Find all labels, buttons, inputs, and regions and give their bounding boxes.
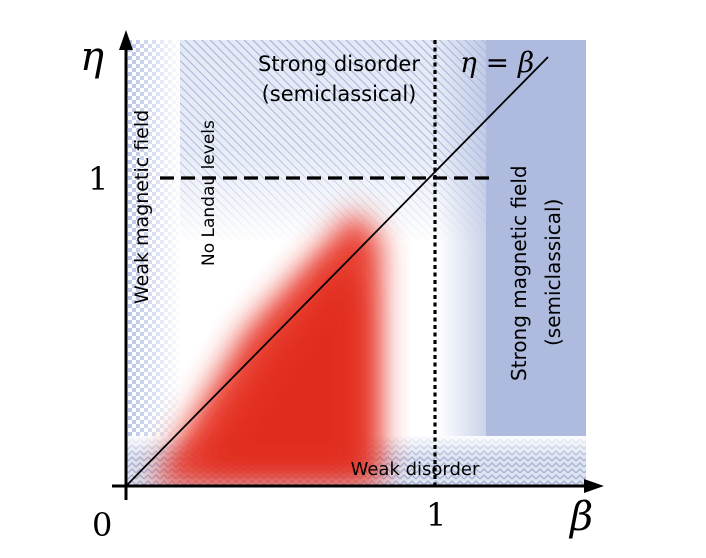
x-tick-label: 1 — [426, 496, 446, 534]
weak-magnetic-field-label: Weak magnetic field — [131, 110, 153, 304]
eta-equals-beta-line — [125, 56, 549, 487]
y-axis-symbol: η — [80, 34, 104, 80]
weak-disorder-label: Weak disorder — [351, 459, 480, 480]
strong-magnetic-field-label-line1: Strong magnetic field — [507, 165, 531, 381]
strong-disorder-label-line2: (semiclassical) — [262, 82, 417, 106]
line-label: η = β — [460, 46, 534, 79]
strong-magnetic-field-label-line2: (semiclassical) — [541, 199, 565, 346]
strong-magnetic-field-region — [438, 40, 586, 486]
x-axis-symbol: β — [568, 494, 593, 540]
x-axis-arrow — [584, 479, 604, 493]
y-axis-arrow — [119, 30, 133, 50]
no-landau-levels-label: No Landau levels — [199, 120, 219, 266]
origin-label: 0 — [92, 506, 112, 544]
red-region — [150, 210, 382, 486]
y-tick-label: 1 — [88, 160, 108, 198]
strong-disorder-label-line1: Strong disorder — [258, 52, 420, 76]
weak-magnetic-field-region — [128, 40, 180, 486]
